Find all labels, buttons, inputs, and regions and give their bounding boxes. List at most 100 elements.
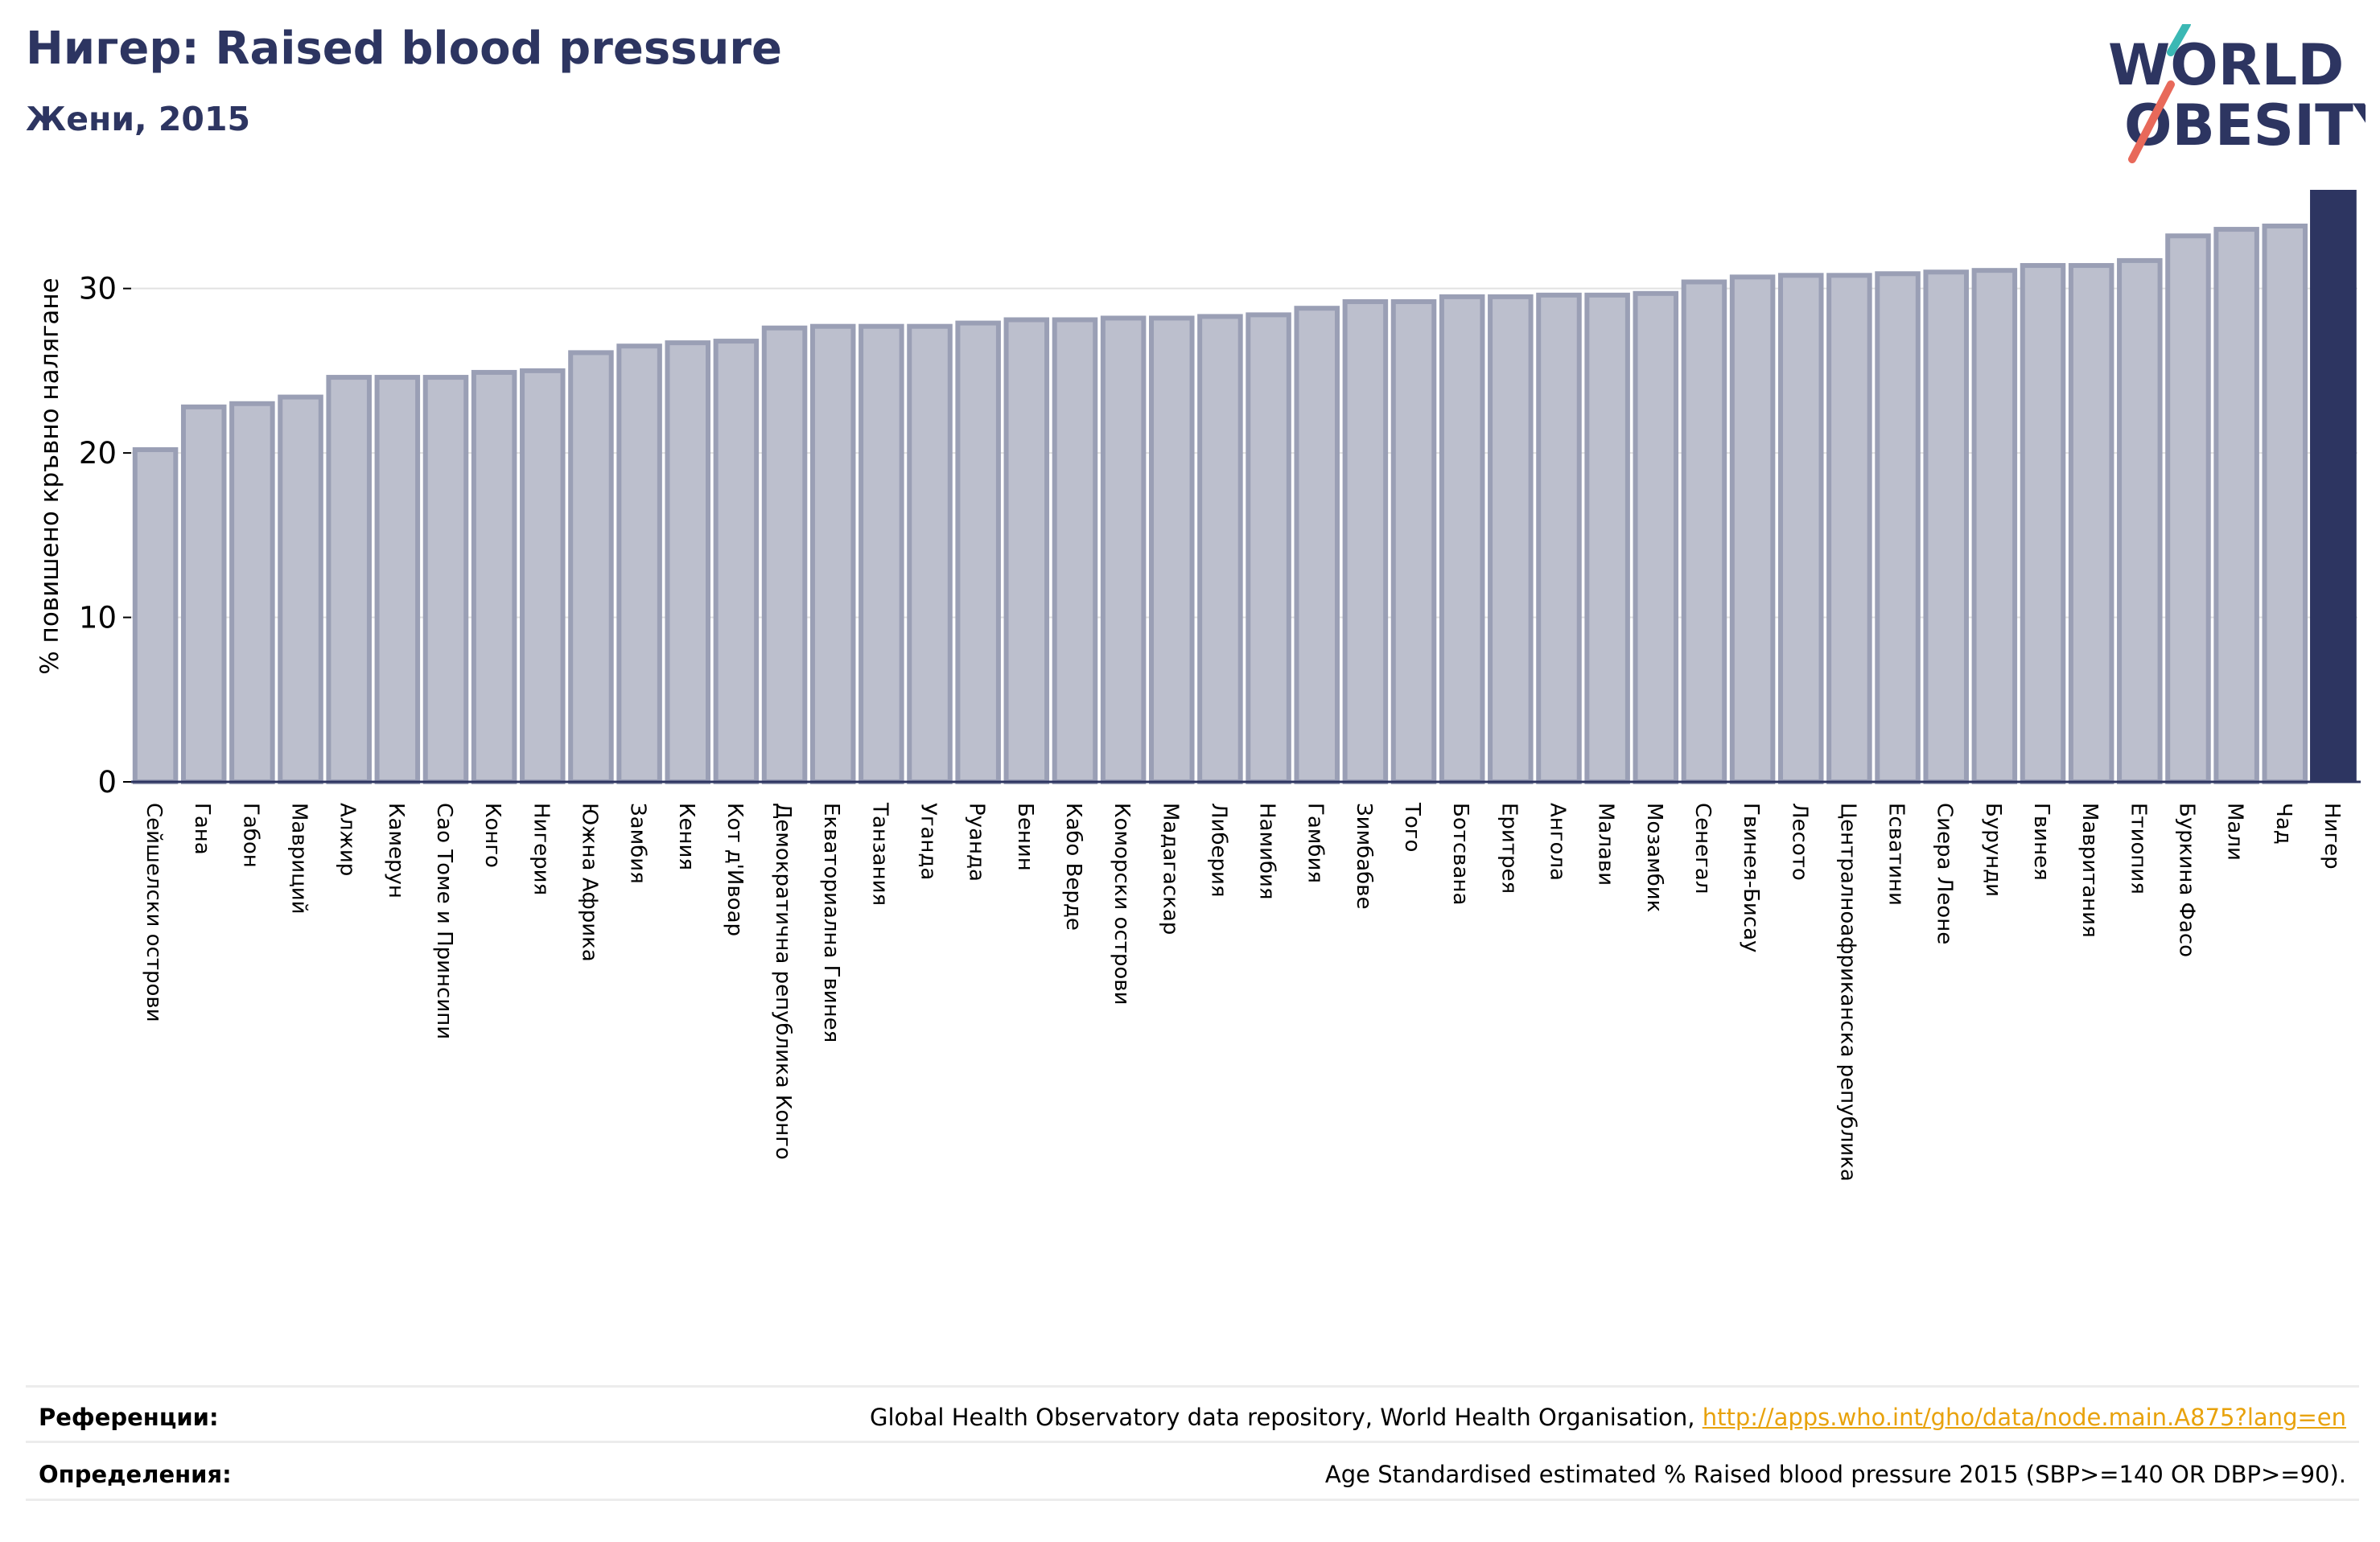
bar xyxy=(1342,299,1389,784)
x-tick-label: Чад xyxy=(2271,803,2296,845)
logo-accent-teal xyxy=(2167,24,2191,56)
x-tick-label: Замбия xyxy=(626,803,650,884)
x-tick-label: Демократична република Конго xyxy=(771,803,795,1160)
y-tick-label: 10 xyxy=(79,601,117,635)
x-tick-label: Мадагаскар xyxy=(1158,803,1182,935)
bar xyxy=(568,350,614,784)
x-tick-label: Сейшелски острови xyxy=(142,803,166,1022)
bars xyxy=(132,190,2357,785)
x-tick-label: Конго xyxy=(480,803,504,868)
definitions-label: Определения: xyxy=(39,1461,232,1488)
footer-divider-middle xyxy=(26,1441,2359,1443)
bar xyxy=(809,323,856,784)
bar xyxy=(471,369,517,784)
x-tick-label: Гвинея-Бисау xyxy=(1739,803,1763,952)
x-tick-label: Гана xyxy=(190,803,214,855)
y-tick-label: 0 xyxy=(97,765,117,800)
page-title: Нигер: Raised blood pressure xyxy=(26,23,782,75)
y-tick-label: 30 xyxy=(79,272,117,306)
bar xyxy=(1923,269,1969,784)
bar xyxy=(326,375,372,784)
x-tick-labels: Сейшелски острови Гана Габон Мавриций Алжир К… xyxy=(142,802,2344,1182)
x-tick-label: Есватини xyxy=(1884,803,1909,906)
x-tick-label: Уганда xyxy=(916,803,941,880)
bar-highlight xyxy=(2310,190,2357,782)
bar xyxy=(2068,263,2114,784)
bar xyxy=(374,375,421,784)
references-source: Global Health Observatory data repositor… xyxy=(869,1404,1703,1431)
x-tick-label: Того xyxy=(1400,802,1424,852)
bar xyxy=(1390,299,1437,784)
world-obesity-logo: WORLD OBESITY xyxy=(2108,24,2366,163)
bar xyxy=(1826,273,1872,784)
bar xyxy=(955,320,1001,785)
logo-accent-coral xyxy=(2128,80,2175,163)
x-tick-label: Руанда xyxy=(965,803,989,882)
x-tick-label: Мозамбик xyxy=(1642,803,1666,912)
references-text: Global Health Observatory data repositor… xyxy=(870,1404,2346,1431)
bar xyxy=(859,323,904,784)
x-tick-label: Екваториална Гвинея xyxy=(819,803,843,1042)
y-axis-label: % повишено кръвно налягане xyxy=(35,278,64,675)
bar xyxy=(229,401,275,784)
x-tick-label: Централноафриканска република xyxy=(1835,803,1859,1182)
bar xyxy=(1100,315,1147,784)
x-tick-label: Буркина Фасо xyxy=(2174,803,2198,957)
y-tick-label: 20 xyxy=(79,436,117,471)
x-tick-label: Намибия xyxy=(1255,803,1279,900)
x-tick-label: Мавриций xyxy=(287,803,311,915)
bar xyxy=(422,375,469,784)
x-tick-label: Танзания xyxy=(867,802,891,906)
bar xyxy=(907,323,953,784)
bar xyxy=(1197,314,1243,784)
x-tick-label: Гамбия xyxy=(1303,803,1328,883)
x-tick-label: Малави xyxy=(1594,803,1618,886)
bar xyxy=(1294,306,1340,784)
bar xyxy=(2020,263,2066,784)
logo-line1: WORLD xyxy=(2108,32,2344,98)
references-label: Референции: xyxy=(39,1404,219,1431)
x-tick-label: Нигер xyxy=(2320,803,2344,870)
bar xyxy=(713,339,760,785)
definitions-text: Age Standardised estimated % Raised bloo… xyxy=(1324,1461,2346,1488)
references-link[interactable]: http://apps.who.int/gho/data/node.main.A… xyxy=(1702,1404,2346,1431)
bar xyxy=(2165,233,2211,784)
footer-divider-top xyxy=(26,1385,2359,1388)
bar xyxy=(1439,294,1485,784)
x-tick-label: Ботсвана xyxy=(1448,803,1472,905)
x-tick-label: Лесото xyxy=(1787,803,1811,881)
bar-chart: 0 10 20 30 Сейшелски острови Гана Габон Мавриц… xyxy=(35,190,2361,1182)
bar xyxy=(132,447,179,784)
bar xyxy=(520,368,566,784)
bar xyxy=(180,404,227,784)
bar xyxy=(1729,274,1776,785)
bar xyxy=(665,340,711,784)
bar xyxy=(1488,294,1534,784)
x-tick-label: Габон xyxy=(238,803,262,868)
x-tick-label: Нигерия xyxy=(529,803,553,895)
x-tick-label: Либерия xyxy=(1206,803,1230,898)
bar xyxy=(278,394,323,784)
x-tick-label: Кения xyxy=(674,803,698,870)
x-tick-label: Сенегал xyxy=(1690,803,1715,894)
x-tick-label: Сиера Леоне xyxy=(1933,803,1957,944)
x-tick-label: Бурунди xyxy=(1981,803,2005,897)
bar xyxy=(1246,312,1291,784)
bar xyxy=(1777,273,1824,784)
x-tick-label: Мали xyxy=(2223,803,2247,861)
x-tick-label: Камерун xyxy=(384,803,408,898)
bar xyxy=(1536,292,1582,785)
x-tick-label: Алжир xyxy=(336,803,360,876)
y-tick-labels: 0 10 20 30 xyxy=(79,272,131,800)
bar xyxy=(1052,317,1098,784)
bar xyxy=(2262,223,2308,784)
bar xyxy=(1003,317,1050,784)
x-tick-label: Кабо Верде xyxy=(1061,803,1085,931)
x-tick-label: Мавритания xyxy=(2077,803,2102,938)
x-tick-label: Кот д'Ивоар xyxy=(723,803,747,936)
bar xyxy=(2117,257,2163,784)
bar xyxy=(1584,292,1630,785)
x-tick-label: Бенин xyxy=(1013,803,1037,871)
page-subtitle: Жени, 2015 xyxy=(26,100,251,138)
x-tick-label: Етиопия xyxy=(2126,803,2150,894)
